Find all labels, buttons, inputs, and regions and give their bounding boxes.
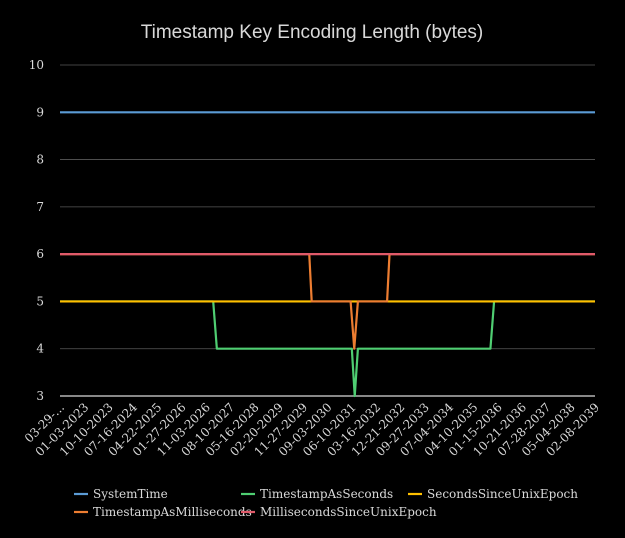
y-tick-label: 3 [36,389,44,403]
legend-label-timestamp-as-seconds: TimestampAsSeconds [260,487,393,501]
y-tick-label: 8 [36,153,44,167]
y-tick-label: 7 [36,200,44,214]
y-tick-label: 6 [36,247,44,261]
y-tick-label: 5 [36,294,44,308]
legend-label-system-time: SystemTime [93,487,168,501]
chart-title: Timestamp Key Encoding Length (bytes) [141,22,484,43]
legend-label-seconds-since-unix-epoch: SecondsSinceUnixEpoch [427,487,578,501]
y-tick-label: 10 [29,58,44,72]
legend-label-timestamp-as-milliseconds: TimestampAsMilliseconds [93,505,252,519]
y-tick-label: 4 [36,342,44,356]
series-line-timestamp-as-milliseconds [60,253,595,350]
series-lines [60,111,595,398]
y-tick-label: 9 [36,105,44,119]
legend: SystemTime TimestampAsSeconds SecondsSince… [74,487,578,519]
y-axis-tick-labels: 3 4 5 6 7 8 9 10 [29,58,45,403]
series-line-timestamp-as-seconds [60,300,595,398]
legend-label-milliseconds-since-unix-epoch: MillisecondsSinceUnixEpoch [260,505,437,519]
